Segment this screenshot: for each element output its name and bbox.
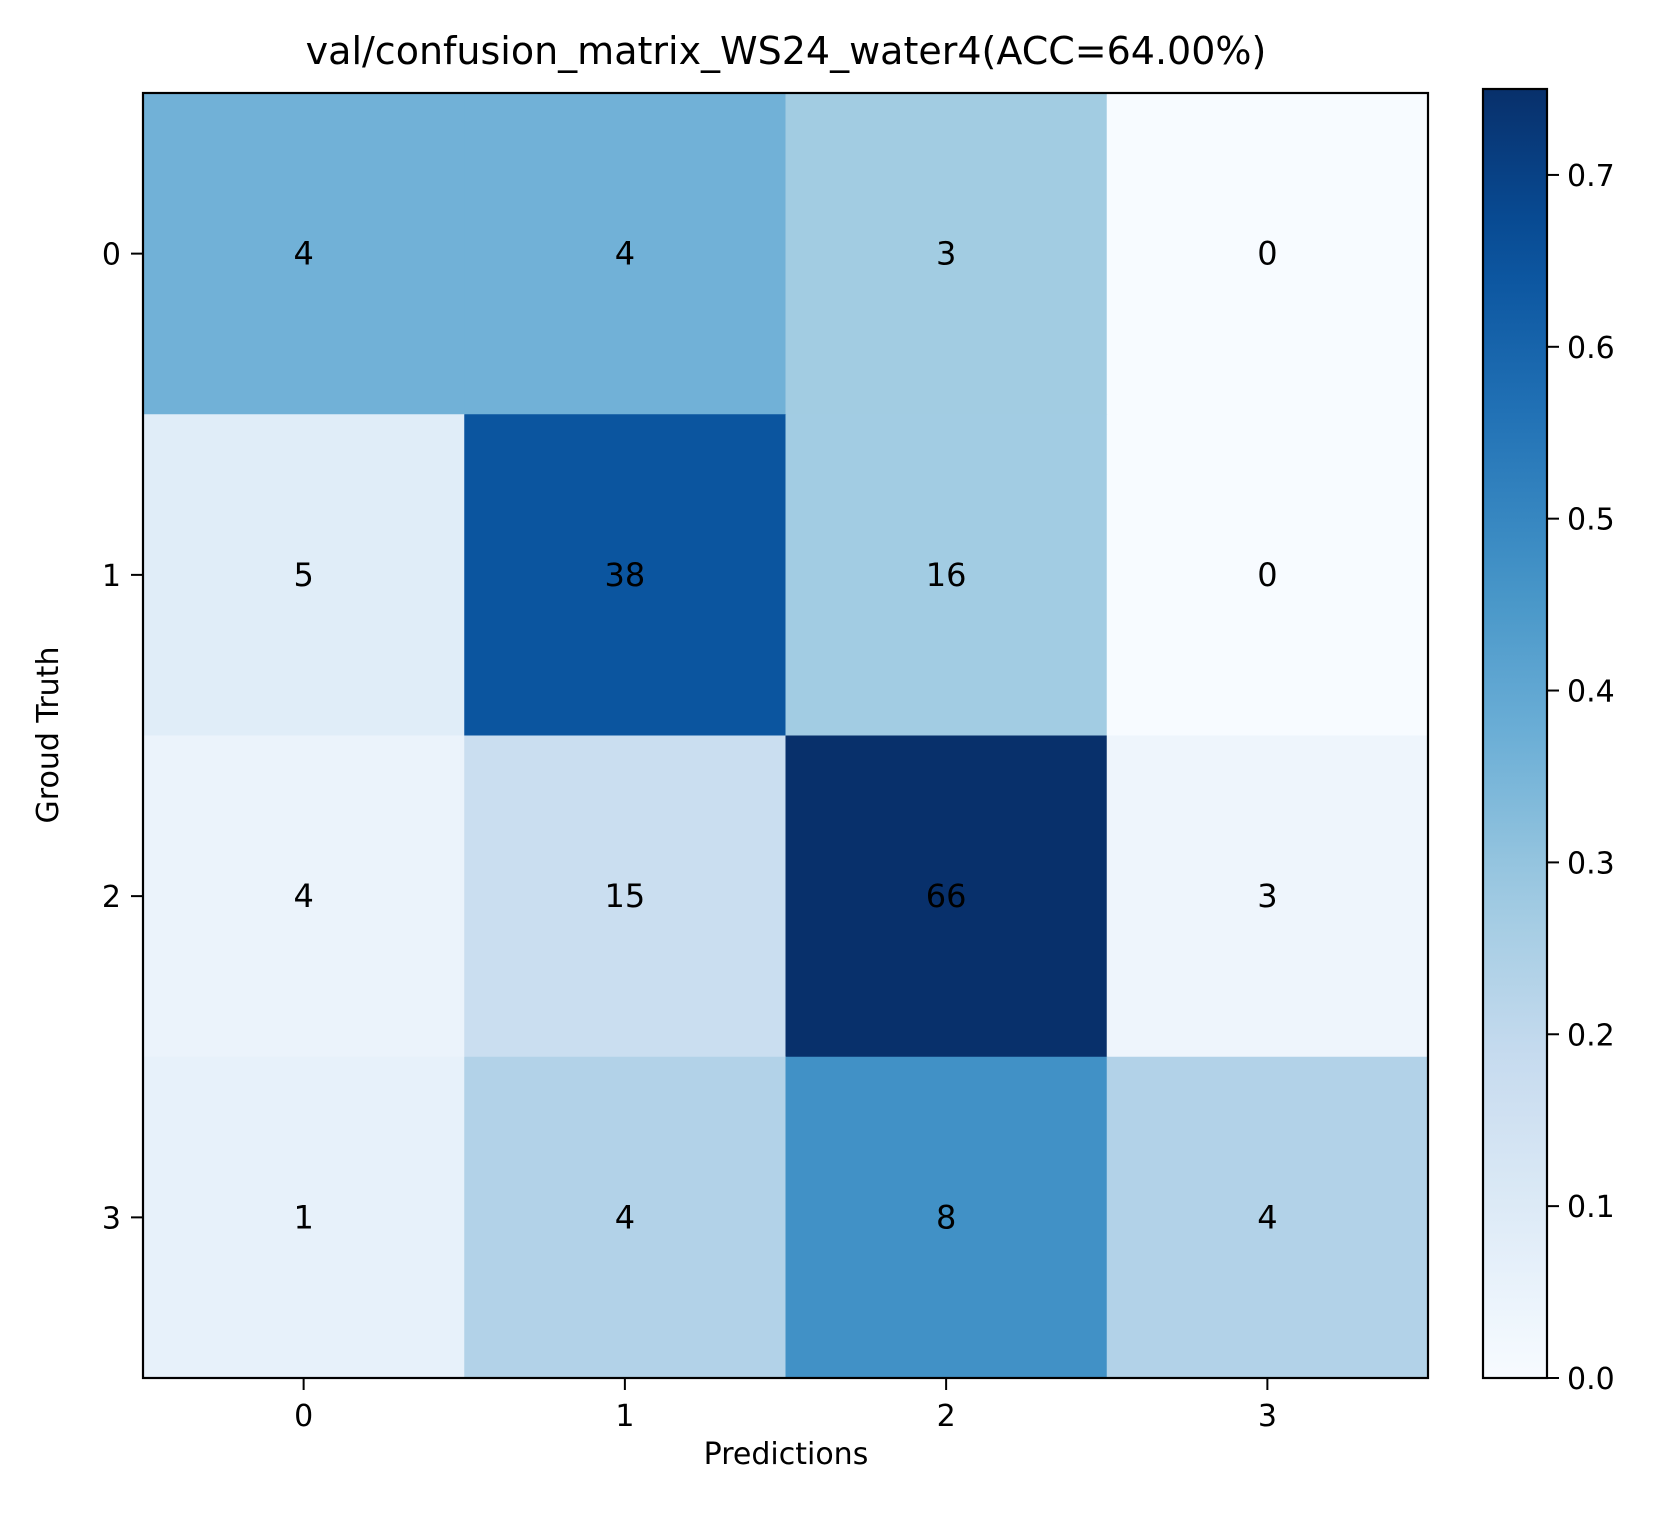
- y-axis-label: Groud Truth: [31, 647, 66, 824]
- heatmap-cell: [464, 414, 787, 737]
- cell-value-label: 1: [293, 1198, 313, 1236]
- colorbar-tick-label: 0.4: [1567, 675, 1615, 710]
- cell-value-label: 4: [293, 877, 313, 915]
- cell-value-label: 4: [293, 235, 313, 273]
- cell-value-label: 16: [926, 556, 967, 594]
- cell-value-label: 15: [605, 877, 646, 915]
- cell-value-label: 5: [293, 556, 313, 594]
- heatmap-cell: [464, 93, 787, 415]
- heatmap-frame: [141, 91, 1430, 1380]
- colorbar-ticks: 0.0 0.1 0.2 0.3 0.4 0.5 0.6 0.7: [1547, 159, 1615, 1397]
- colorbar-tick-label: 0.0: [1567, 1362, 1615, 1397]
- heatmap-cell-labels: 4 4 3 0 5 38 16 0 4 15 66 3 1 4 8 4: [293, 235, 1277, 1237]
- colorbar: [1483, 89, 1547, 1378]
- cell-value-label: 4: [1257, 1198, 1277, 1236]
- heatmap-cell: [1106, 735, 1429, 1058]
- colorbar-frame: [1481, 87, 1549, 1380]
- colorbar-tick-label: 0.7: [1567, 159, 1615, 194]
- chart-title: val/confusion_matrix_WS24_water4(ACC=64.…: [306, 29, 1267, 73]
- cell-value-label: 4: [615, 235, 635, 273]
- cell-value-label: 4: [615, 1198, 635, 1236]
- x-tick-label: 0: [294, 1399, 313, 1434]
- heatmap-cell: [785, 1056, 1108, 1379]
- cell-value-label: 3: [936, 235, 956, 273]
- heatmap-cell: [464, 735, 787, 1058]
- x-axis-label: Predictions: [704, 1437, 869, 1472]
- cell-value-label: 3: [1257, 877, 1277, 915]
- x-tick-label: 2: [937, 1399, 956, 1434]
- heatmap-cell: [143, 93, 465, 415]
- y-tick-label: 3: [102, 1201, 121, 1236]
- heatmap-cell: [1106, 1056, 1429, 1379]
- y-axis-ticks: 0 1 2 3: [102, 238, 143, 1236]
- heatmap-cell: [143, 1056, 465, 1379]
- colorbar-tick-label: 0.2: [1567, 1018, 1615, 1053]
- colorbar-tick-label: 0.6: [1567, 331, 1615, 366]
- cell-value-label: 0: [1257, 235, 1277, 273]
- heatmap-cell: [143, 414, 465, 737]
- x-tick-label: 3: [1258, 1399, 1277, 1434]
- heatmap-cell: [785, 735, 1108, 1058]
- cell-value-label: 66: [926, 877, 967, 915]
- y-tick-label: 2: [102, 880, 121, 915]
- heatmap-cell: [1106, 93, 1429, 415]
- x-tick-label: 1: [615, 1399, 634, 1434]
- cell-value-label: 0: [1257, 556, 1277, 594]
- heatmap-cell: [785, 414, 1108, 737]
- y-tick-label: 0: [102, 238, 121, 273]
- x-axis-ticks: 0 1 2 3: [294, 1378, 1277, 1434]
- heatmap-cell: [464, 1056, 787, 1379]
- cell-value-label: 38: [605, 556, 646, 594]
- cell-value-label: 8: [936, 1198, 956, 1236]
- colorbar-tick-label: 0.5: [1567, 503, 1615, 538]
- heatmap-cells: [143, 93, 1429, 1379]
- heatmap-cell: [1106, 414, 1429, 737]
- heatmap-cell: [785, 93, 1108, 415]
- colorbar-tick-label: 0.3: [1567, 846, 1615, 881]
- y-tick-label: 1: [102, 559, 121, 594]
- colorbar-tick-label: 0.1: [1567, 1190, 1615, 1225]
- heatmap-cell: [143, 735, 465, 1058]
